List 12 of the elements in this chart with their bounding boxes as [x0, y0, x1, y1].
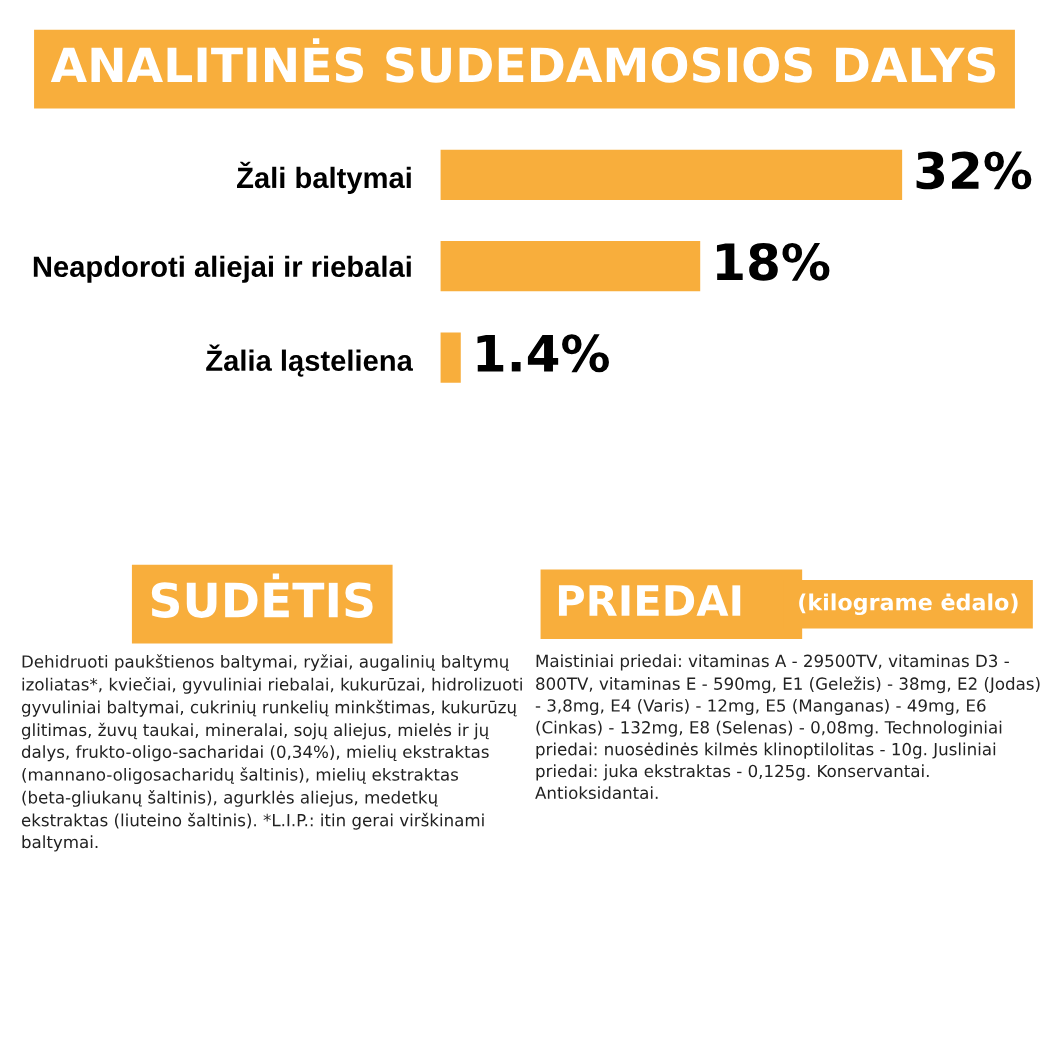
text: Dehidruoti paukštienos baltymai, ryžiai, augalinių baltymų izoliatas*, kviečiai, gyvuliniai riebalai, kukurūzai, hidrolizuoti gyvuliniai baltymai, cukrinių runkelių minkštimas, kukurūzų glitimas, žuvų taukai, mineralai, sojų aliejus, mielės ir jų dalys, frukto-oligo-sacharidai (0,34%), mielių ekstraktas (mannano-oligosacharidų šaltinis), mielių ekstraktas (beta-gliukanų šaltinis), agurklės aliejus, medetkų ekstraktas (liuteino šaltinis). *L.I.P.: itin gerai virškinami baltymai. [21, 654, 522, 852]
text: (kilograme ėdalo) [799, 593, 1018, 616]
data-label: 18% [716, 242, 830, 281]
y-tick-label: Žali baltymai [237, 161, 411, 194]
chart-title: ANALITINĖS SUDEDAMOSIOS DALYS [50, 38, 995, 83]
y-tick-label: Neapdoroti aliejai ir riebalai [33, 255, 411, 283]
text: SUDĖTIS [151, 573, 373, 618]
text: Maistiniai priedai: vitaminas A - 29500TV, vitaminas D3 - 800TV, vitaminas E - 590mg, E1 (Geležis) - 38mg, E2 (Jodas) - 3,8mg, E4 (Varis) - 12mg, E5 (Manganas) - 49mg, E6 (Cinkas) - 132mg, E8 (Selenas) - 0,08mg. Technologiniai priedai: nuosėdinės kilmės klinoptilolitas - 10g. Jusliniai priedai: juka ekstraktas - 0,125g. Konservantai. Antioksidantai. [535, 654, 1040, 800]
y-tick-label: Žalia ląsteliena [206, 344, 414, 377]
text: PRIEDAI [558, 585, 741, 616]
data-label: 32% [916, 151, 1032, 190]
data-label: 1.4% [477, 334, 609, 373]
